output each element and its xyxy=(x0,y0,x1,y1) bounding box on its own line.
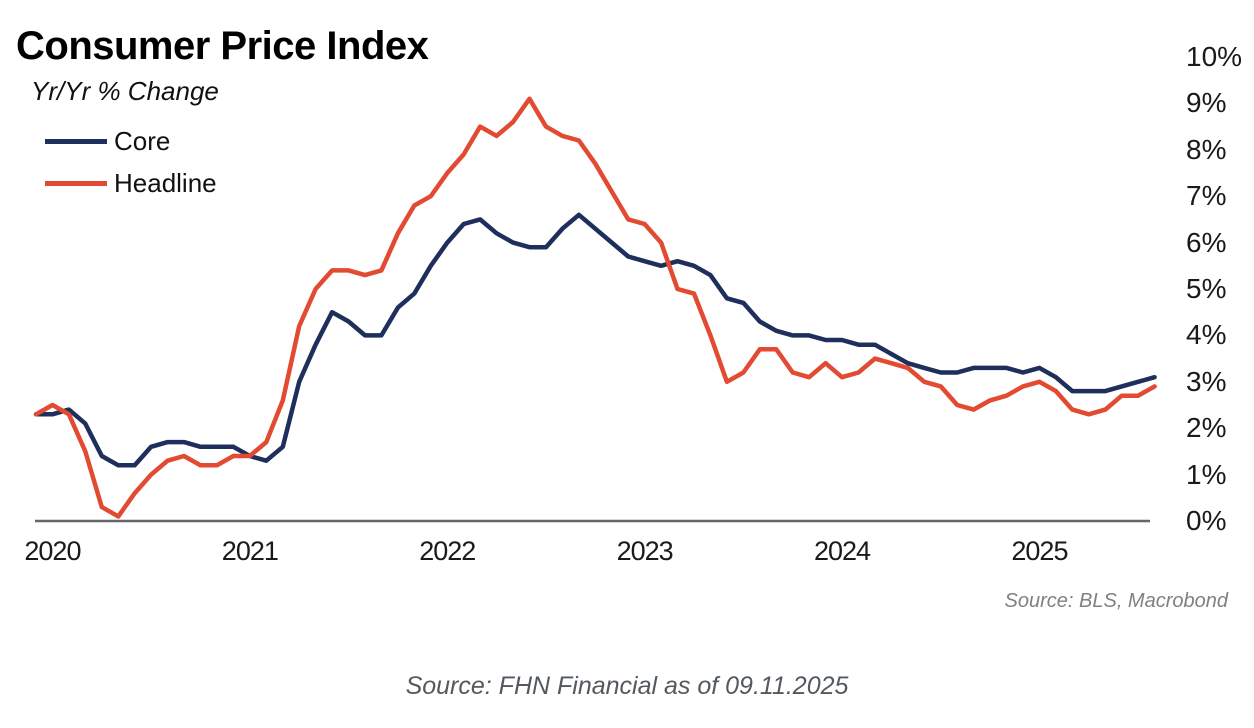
x-tick-label: 2025 xyxy=(1011,536,1068,566)
chart-subtitle: Yr/Yr % Change xyxy=(31,76,219,106)
x-tick-label: 2021 xyxy=(221,536,279,566)
y-tick-label: 7% xyxy=(1186,180,1227,212)
legend-item-headline: Headline xyxy=(45,162,217,204)
x-tick-label: 2023 xyxy=(616,536,674,566)
figure-caption: Source: FHN Financial as of 09.11.2025 xyxy=(405,672,849,700)
legend-item-core: Core xyxy=(45,120,217,162)
y-tick-label: 1% xyxy=(1186,458,1227,490)
y-tick-label: 3% xyxy=(1186,365,1227,397)
legend-label-headline: Headline xyxy=(114,167,217,198)
y-tick-label: 4% xyxy=(1186,319,1227,351)
y-tick-label: 0% xyxy=(1186,505,1227,536)
legend-label-core: Core xyxy=(114,125,171,156)
x-tick-label: 2024 xyxy=(814,536,871,566)
y-tick-label: 2% xyxy=(1186,412,1227,444)
y-tick-label: 9% xyxy=(1186,87,1227,119)
source-note: Source: BLS, Macrobond xyxy=(1004,590,1228,612)
y-tick-label: 8% xyxy=(1186,133,1227,165)
legend: Core Headline xyxy=(45,120,217,204)
y-tick-label: 6% xyxy=(1186,226,1227,258)
y-tick-label: 5% xyxy=(1186,273,1227,304)
core-line-swatch xyxy=(45,138,107,144)
headline-line-swatch xyxy=(45,180,107,186)
x-tick-label: 2022 xyxy=(419,536,476,566)
y-tick-label: 10% xyxy=(1186,41,1243,72)
x-tick-label: 2020 xyxy=(24,536,81,566)
line-core xyxy=(33,212,1157,468)
chart-title: Consumer Price Index xyxy=(16,24,429,68)
x-axis-labels: 2020 2021 2022 2023 2024 2025 xyxy=(0,536,1254,570)
